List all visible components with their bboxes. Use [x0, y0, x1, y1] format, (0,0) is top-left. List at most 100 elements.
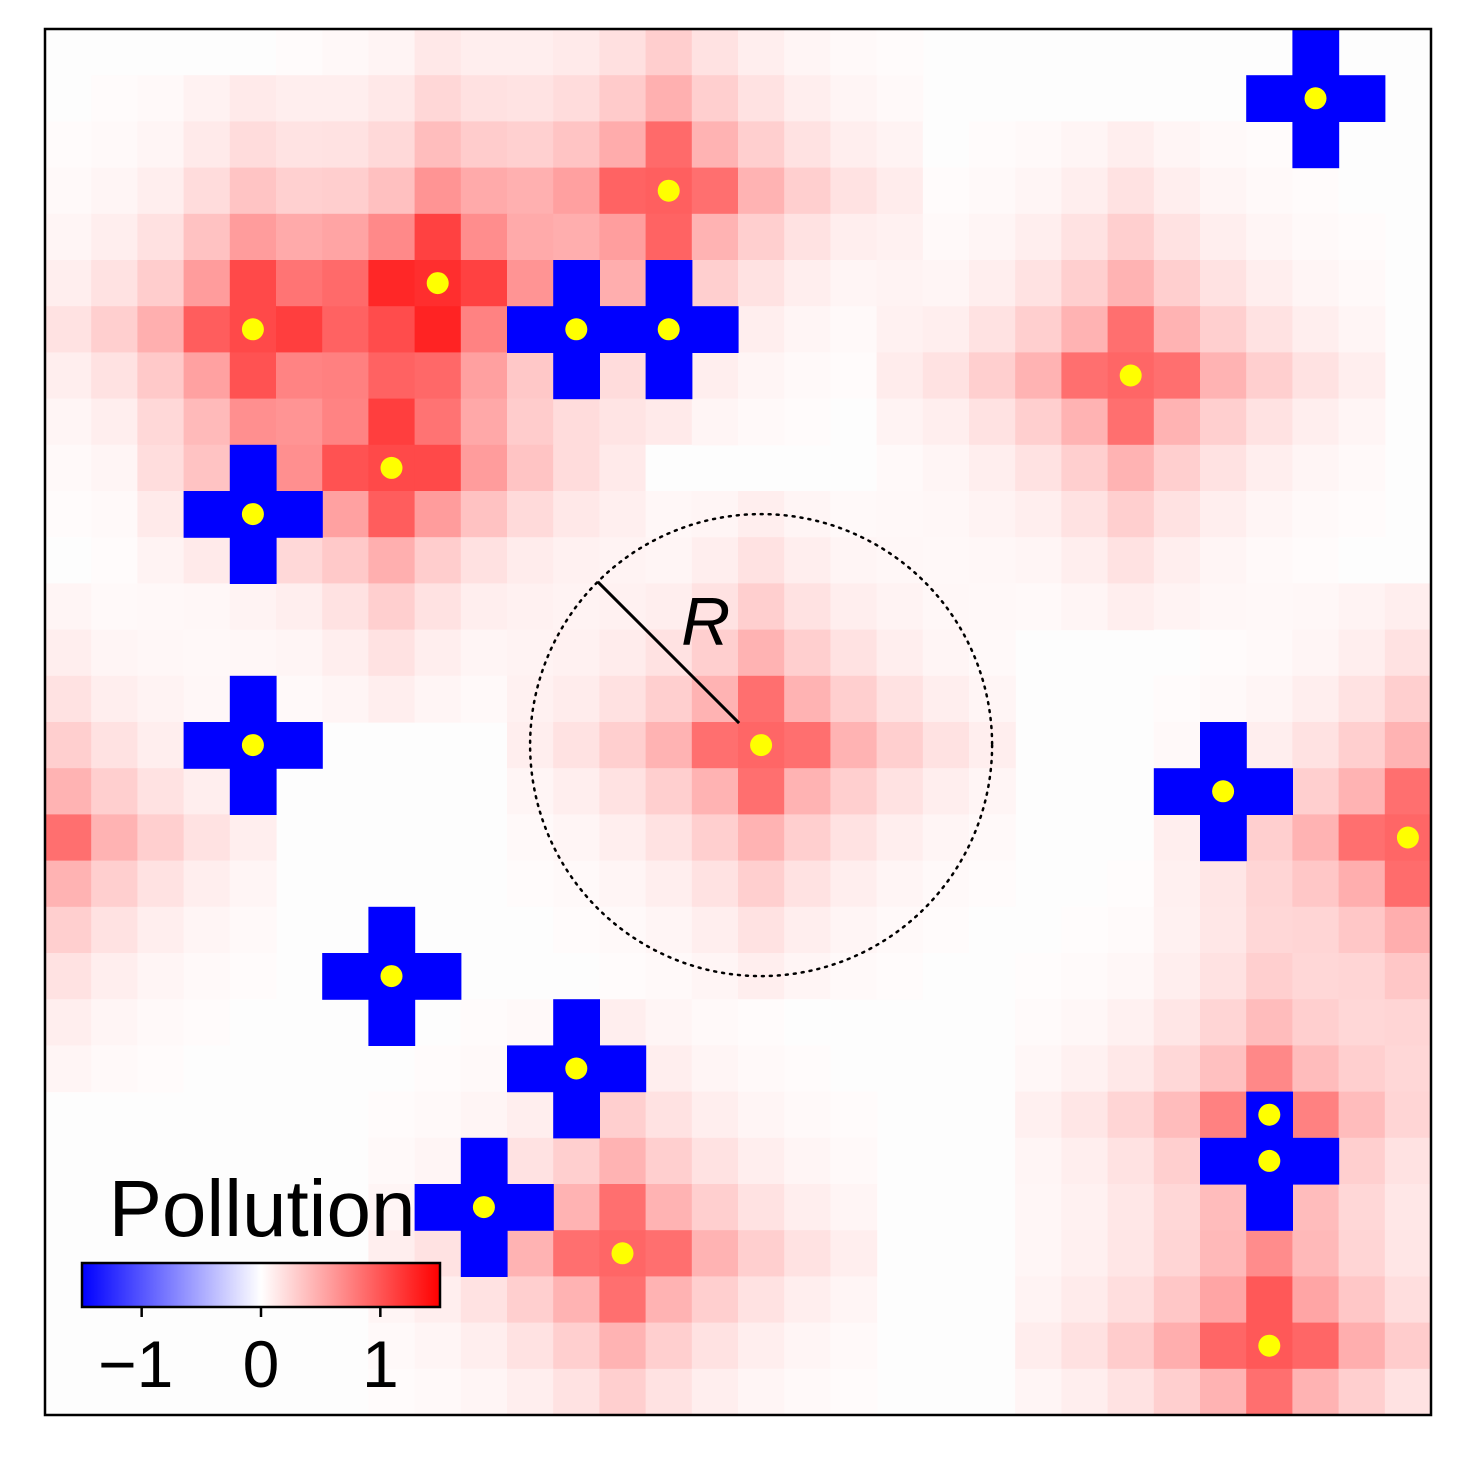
heatmap-cell [137, 629, 185, 677]
heatmap-cell [322, 583, 369, 631]
heatmap-cell [1153, 306, 1201, 353]
heatmap-cell [876, 444, 924, 492]
heatmap-cell [1015, 444, 1062, 492]
heatmap-cell [1384, 999, 1432, 1046]
heatmap-cell [738, 29, 785, 76]
heatmap-cell [460, 1276, 508, 1324]
heatmap-cell [1153, 1137, 1201, 1185]
heatmap-cell [460, 537, 508, 584]
heatmap-cell [91, 167, 138, 215]
heatmap-cell [599, 491, 647, 538]
heatmap-cell [137, 121, 185, 169]
heatmap-cell [876, 722, 924, 769]
heatmap-cell [645, 999, 693, 1046]
heatmap-cell [322, 352, 369, 400]
heatmap-cell [784, 953, 831, 1000]
heatmap-cell [460, 1045, 508, 1093]
heatmap-cell [137, 583, 185, 631]
heatmap-cell [1153, 999, 1201, 1046]
heatmap-cell [1338, 1276, 1386, 1324]
heatmap-cell [1061, 398, 1109, 446]
heatmap-cell [1200, 1322, 1247, 1370]
heatmap-cell [507, 999, 554, 1046]
heatmap-cell [137, 167, 185, 215]
heatmap-cell [1107, 906, 1155, 954]
heatmap-cell [1153, 860, 1201, 908]
heatmap-cell [784, 29, 831, 76]
heatmap-cell [645, 906, 693, 954]
heatmap-cell [91, 675, 138, 723]
heatmap-cell [1015, 167, 1062, 215]
heatmap-cell [45, 999, 92, 1046]
heatmap-cell [183, 75, 231, 122]
heatmap-cell [368, 29, 416, 76]
heatmap-cell [784, 213, 831, 261]
heatmap-cell [553, 167, 600, 215]
heatmap-cell [414, 675, 462, 723]
heatmap-cell [738, 999, 785, 1046]
heatmap-cell [507, 860, 554, 908]
heatmap-cell [1107, 1045, 1155, 1093]
heatmap-cell [553, 75, 600, 122]
cleaner-cell [1200, 1137, 1247, 1185]
heatmap-cell [599, 537, 647, 584]
heatmap-cell [738, 1322, 785, 1370]
heatmap-cell [691, 860, 739, 908]
heatmap-cell [1015, 352, 1062, 400]
heatmap-cell [91, 121, 138, 169]
heatmap-cell [507, 814, 554, 862]
heatmap-cell [1015, 1045, 1062, 1093]
heatmap-cell [414, 121, 462, 169]
heatmap-cell [969, 491, 1016, 538]
agent-dot [657, 179, 680, 202]
heatmap-cell [1246, 814, 1293, 862]
heatmap-cell [507, 167, 554, 215]
heatmap-cell [738, 75, 785, 122]
cleaner-cell [507, 1184, 554, 1231]
heatmap-cell [276, 75, 323, 122]
heatmap-cell [1200, 260, 1247, 307]
heatmap-cell [276, 29, 323, 76]
heatmap-cell [1153, 675, 1201, 723]
heatmap-cell [830, 398, 878, 446]
heatmap-cell [1384, 722, 1432, 769]
heatmap-cell [1246, 583, 1293, 631]
heatmap-cell [368, 491, 416, 538]
heatmap-cell [507, 906, 554, 954]
heatmap-cell [1107, 537, 1155, 584]
heatmap-cell [460, 1322, 508, 1370]
heatmap-cell [414, 306, 462, 353]
heatmap-cell [91, 398, 138, 446]
heatmap-cell [91, 352, 138, 400]
heatmap-cell [784, 491, 831, 538]
heatmap-cell [1338, 167, 1386, 215]
heatmap-cell [645, 1276, 693, 1324]
heatmap-cell [1200, 352, 1247, 400]
heatmap-cell [738, 906, 785, 954]
heatmap-cell [45, 352, 92, 400]
heatmap-cell [830, 906, 878, 954]
cleaner-cell [1246, 75, 1293, 122]
heatmap-cell [460, 999, 508, 1046]
heatmap-cell [1061, 1137, 1109, 1185]
heatmap-cell [645, 537, 693, 584]
heatmap-cell [414, 629, 462, 677]
heatmap-cell [91, 906, 138, 954]
heatmap-cell [45, 860, 92, 908]
heatmap-cell [460, 629, 508, 677]
heatmap-cell [599, 260, 647, 307]
heatmap-cell [922, 260, 970, 307]
heatmap-cell [229, 953, 277, 1000]
heatmap-cell [784, 167, 831, 215]
heatmap-cell [368, 260, 416, 307]
heatmap-cell [876, 352, 924, 400]
heatmap-cell [553, 629, 600, 677]
heatmap-cell [599, 675, 647, 723]
cleaner-cell [229, 444, 277, 492]
heatmap-cell [645, 583, 693, 631]
heatmap-cell [183, 675, 231, 723]
heatmap-cell [507, 583, 554, 631]
colorbar-tick-label: 1 [362, 1327, 399, 1401]
heatmap-cell [553, 29, 600, 76]
